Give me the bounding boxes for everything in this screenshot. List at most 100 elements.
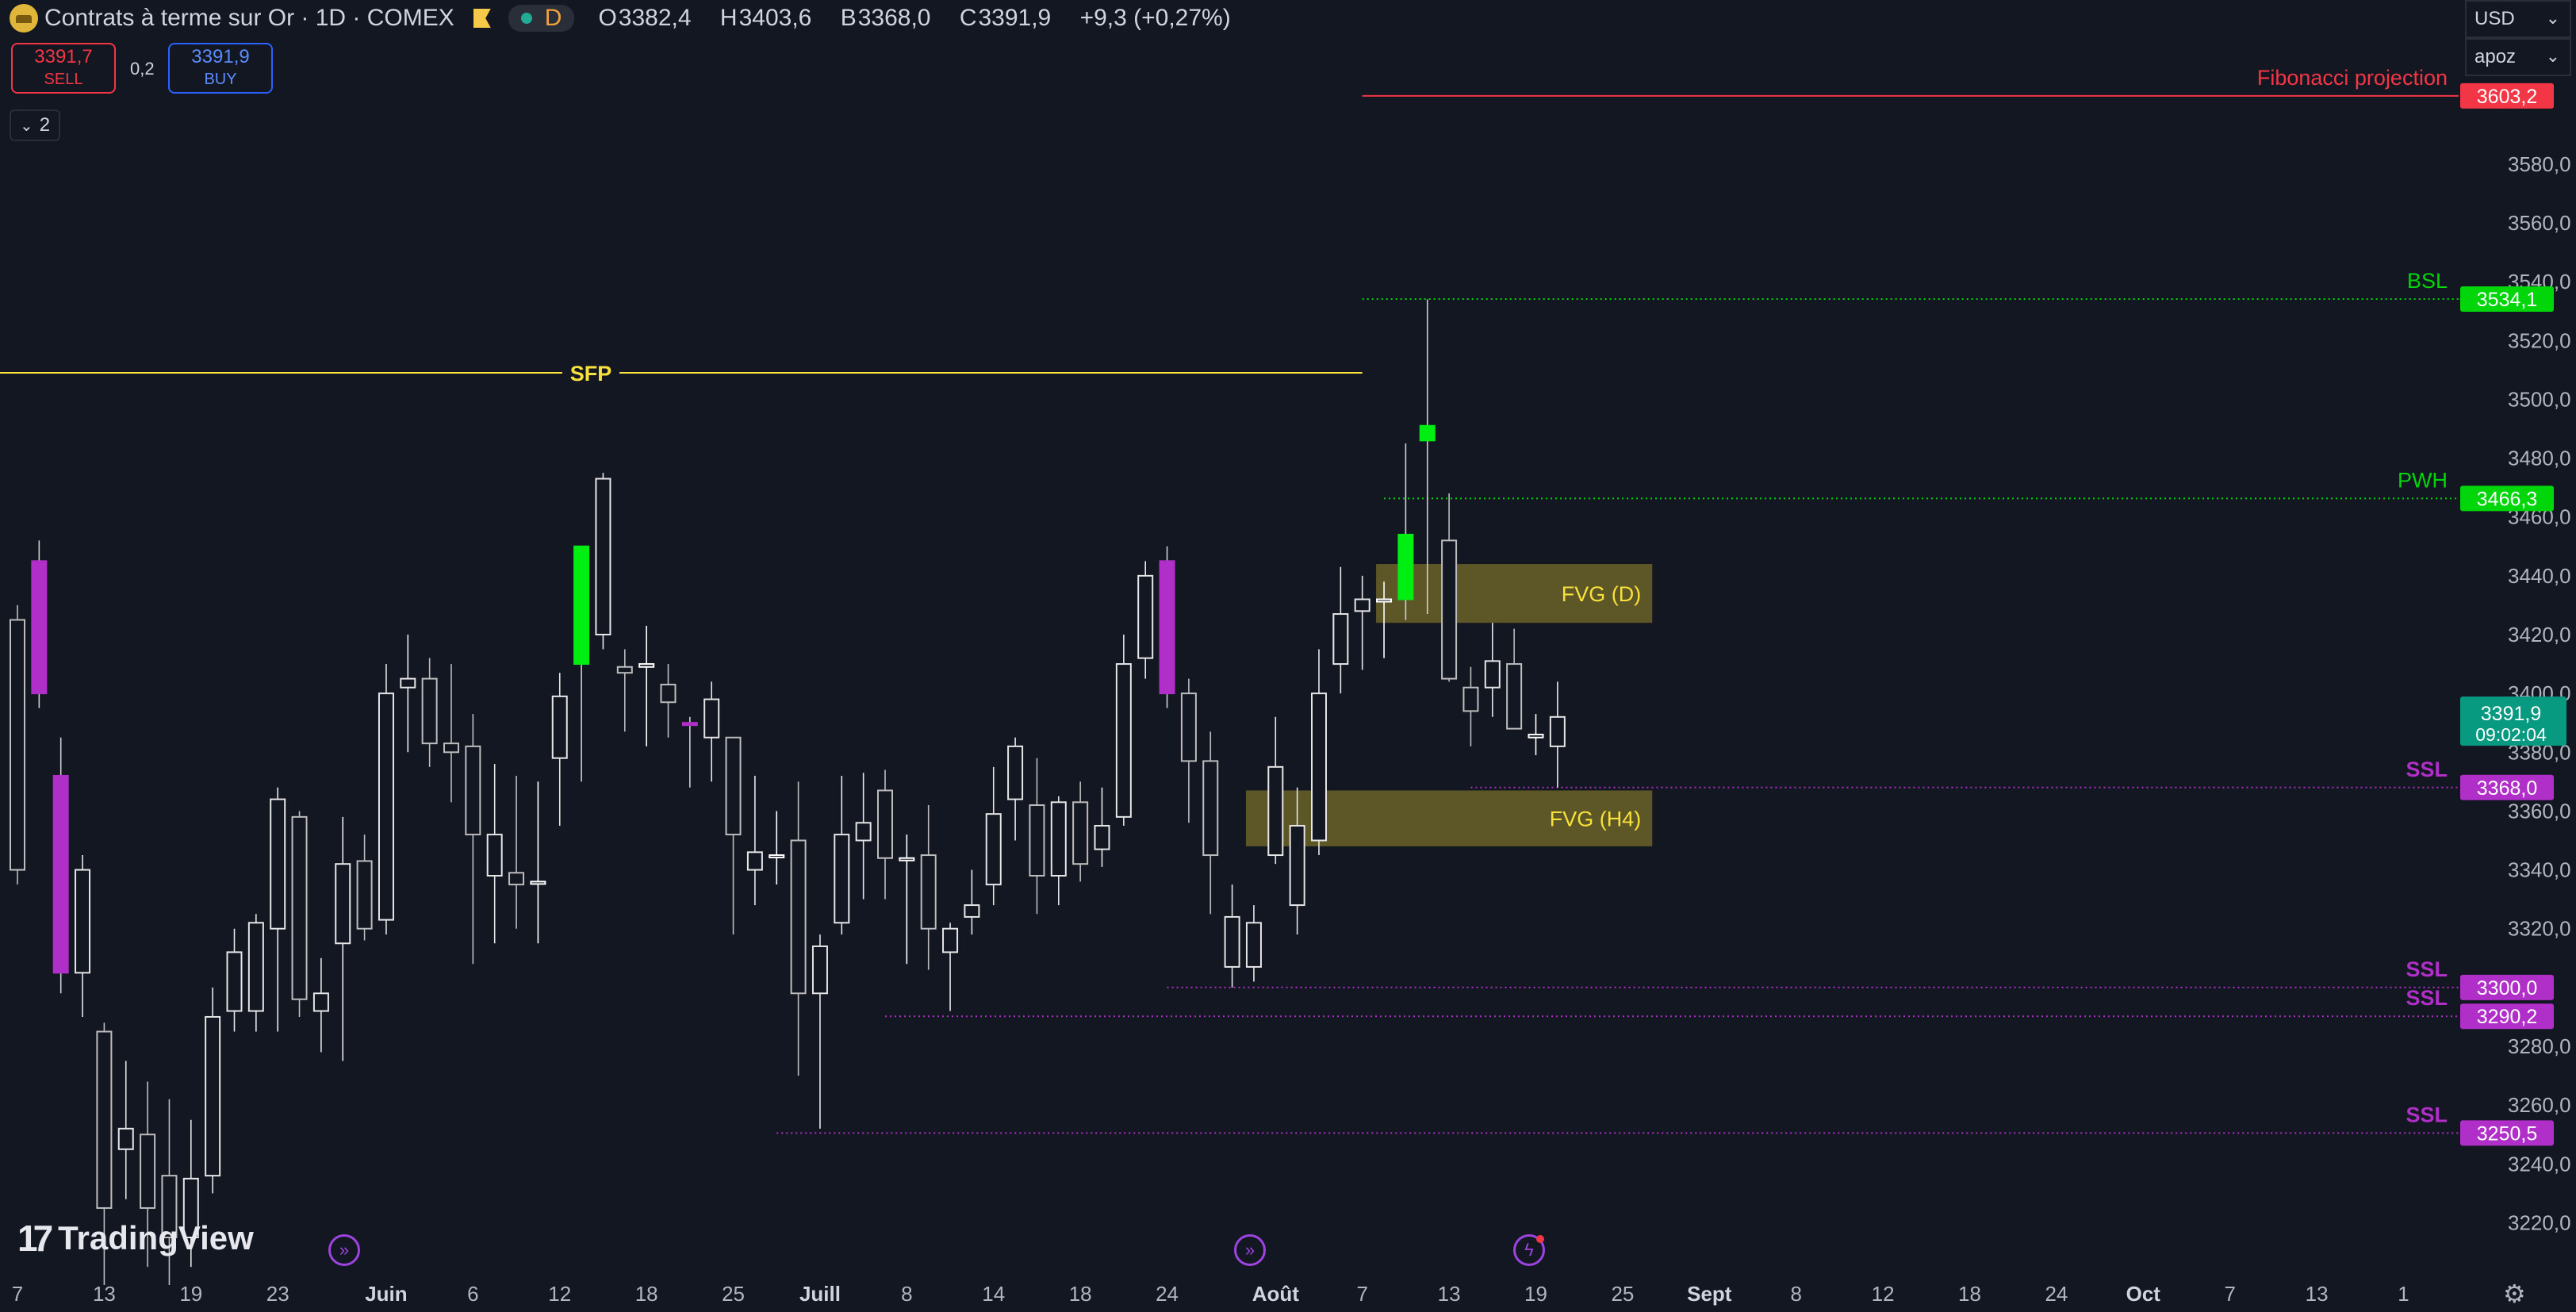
- candle-body: [31, 560, 48, 695]
- level-label: BSL: [2407, 269, 2448, 293]
- gear-icon[interactable]: ⚙: [2503, 1279, 2526, 1308]
- price-tag-label: 3603,2: [2477, 86, 2537, 108]
- candle-body: [681, 722, 698, 727]
- sell-button[interactable]: 3391,7 SELL: [11, 43, 116, 94]
- candle: [1332, 566, 1349, 694]
- candle: [616, 649, 633, 732]
- candle-body: [1484, 660, 1501, 689]
- time-tick-label: Sept: [1687, 1282, 1732, 1306]
- candle-body: [117, 1127, 134, 1150]
- price-tag: [2460, 82, 2554, 109]
- earnings-flash-icon[interactable]: ϟ: [1513, 1234, 1545, 1266]
- last-price-tag: [2460, 696, 2566, 746]
- candle-body: [595, 478, 611, 636]
- sell-label: SELL: [44, 71, 83, 88]
- candle-body: [52, 774, 69, 974]
- candle: [855, 773, 872, 900]
- candle-body: [378, 692, 394, 921]
- candle-body: [1376, 598, 1393, 603]
- symbol-header: Contrats à terme sur Or · 1D · COMEX D O…: [0, 0, 1242, 36]
- candle-body: [660, 684, 677, 704]
- candle: [52, 737, 69, 994]
- flag-icon[interactable]: [473, 9, 491, 28]
- event-marker-icon[interactable]: »: [328, 1234, 360, 1266]
- candle-body: [1072, 801, 1089, 865]
- price-tag: [2460, 286, 2554, 312]
- candle: [1267, 716, 1284, 865]
- candle-body: [1202, 760, 1219, 857]
- account-value: apoz: [2474, 46, 2517, 67]
- time-tick-label: 23: [266, 1282, 289, 1306]
- countdown-label: 09:02:04: [2475, 724, 2547, 745]
- candle-body: [1224, 915, 1240, 968]
- candle: [205, 987, 221, 1194]
- candle-body: [703, 698, 720, 738]
- candle-body: [1050, 801, 1067, 877]
- candle: [31, 540, 48, 708]
- tradingview-logo[interactable]: 17 TradingView: [17, 1217, 254, 1260]
- candle: [811, 934, 828, 1129]
- time-tick-label: 18: [1958, 1282, 1981, 1306]
- candle: [291, 811, 308, 1017]
- candle-body: [75, 869, 91, 974]
- time-tick-label: 14: [982, 1282, 1005, 1306]
- candle-body: [1159, 560, 1175, 695]
- time-tick-label: 19: [179, 1282, 202, 1306]
- sell-price: 3391,7: [34, 46, 93, 67]
- candle-body: [1094, 824, 1110, 850]
- candle-body: [1180, 692, 1197, 762]
- buy-button[interactable]: 3391,9 BUY: [168, 43, 273, 94]
- candle: [400, 635, 416, 753]
- time-tick-label: 13: [2306, 1282, 2329, 1306]
- candle: [1462, 666, 1479, 746]
- candle-body: [1332, 613, 1349, 666]
- price-tag-label: 3300,0: [2477, 977, 2537, 999]
- ohlc-high-value: 3403,6: [738, 5, 812, 31]
- candle: [1159, 546, 1175, 708]
- currency-select[interactable]: USD ⌄: [2465, 0, 2571, 38]
- price-tag-label: 3290,2: [2477, 1006, 2537, 1028]
- price-tag: [2460, 1120, 2554, 1146]
- time-tick-label: 13: [93, 1282, 116, 1306]
- price-tick-label: 3420,0: [2508, 623, 2571, 646]
- last-price-label: 3391,9: [2481, 703, 2541, 725]
- time-tick-label: 7: [2224, 1282, 2235, 1306]
- price-tag: [2460, 974, 2554, 1000]
- candle: [486, 764, 503, 944]
- symbol-title[interactable]: Contrats à terme sur Or · 1D · COMEX: [44, 5, 454, 31]
- candle: [356, 834, 373, 941]
- candle: [703, 681, 720, 782]
- spread-value: 0,2: [130, 59, 155, 79]
- gold-logo-icon: [10, 4, 38, 33]
- candle: [1224, 884, 1240, 988]
- candle: [335, 816, 351, 1061]
- session-pill[interactable]: D: [508, 5, 575, 32]
- candle-body: [985, 813, 1002, 886]
- time-tick-label: 1: [2398, 1282, 2409, 1306]
- candle: [1072, 781, 1089, 882]
- time-tick-label: 25: [722, 1282, 745, 1306]
- candle-body: [769, 854, 785, 859]
- candle: [769, 811, 785, 885]
- price-tick-label: 3220,0: [2508, 1210, 2571, 1234]
- candle: [1289, 787, 1305, 935]
- candle-body: [530, 880, 546, 885]
- candle-body: [1397, 533, 1414, 600]
- plot-area: FVG (D) FVG (H4) Fibonacci projection BSL SF…: [0, 66, 2459, 1285]
- price-tag-label: 3250,5: [2477, 1122, 2537, 1145]
- price-tag: [2460, 485, 2554, 512]
- candle-body: [855, 822, 872, 842]
- event-marker-icon[interactable]: »: [1234, 1234, 1266, 1266]
- account-select[interactable]: apoz ⌄: [2465, 38, 2571, 76]
- time-tick-label: 18: [1069, 1282, 1092, 1306]
- chevron-down-icon: ⌄: [2545, 46, 2560, 66]
- candle-body: [616, 666, 633, 674]
- indicators-toggle[interactable]: ⌄ 2: [10, 109, 60, 141]
- candle: [1245, 905, 1262, 982]
- candle-body: [1267, 765, 1284, 857]
- ohlc-low-value: 3368,0: [857, 5, 931, 31]
- candle: [660, 664, 677, 738]
- candle-body: [1528, 734, 1544, 738]
- time-axis: 7 13 19 23 Juin 6 12 18 25 Juill 8 14 18 24 Août 7 13 19 2…: [12, 1282, 2409, 1306]
